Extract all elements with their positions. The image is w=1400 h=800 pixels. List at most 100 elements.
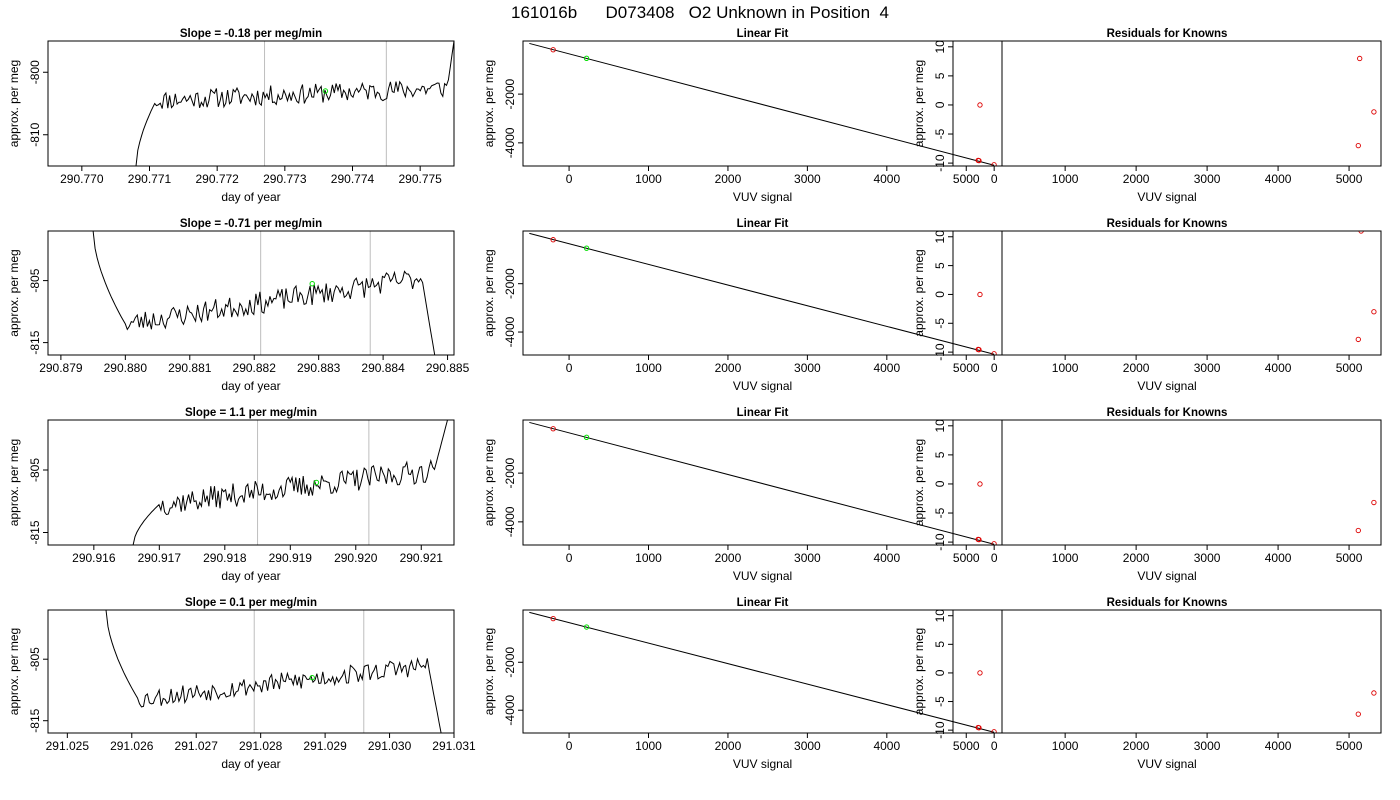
x-tick-label: 1000 (1052, 361, 1079, 375)
known-point (976, 536, 982, 543)
x-tick-label: 3000 (794, 172, 821, 186)
y-axis-label: approx. per meg (912, 439, 926, 526)
y-tick-label: 10 (933, 40, 947, 54)
unknown-point (583, 55, 590, 62)
known-point (550, 47, 556, 53)
x-tick-label: 0 (991, 172, 998, 186)
chart-title: Residuals for Knowns (1107, 597, 1228, 609)
plot-area (977, 231, 1377, 343)
x-tick-label: 290.775 (398, 172, 442, 186)
x-tick-label: 4000 (1265, 739, 1292, 753)
x-tick-label: 2000 (1123, 172, 1150, 186)
fit-line (529, 42, 995, 166)
chart-title: Slope = -0.71 per meg/min (180, 218, 322, 230)
chart-title: Slope = 0.1 per meg/min (185, 597, 317, 609)
y-axis-label: approx. per meg (482, 60, 496, 147)
x-tick-label: 290.883 (297, 361, 341, 375)
axes-frame (47, 419, 455, 546)
axes-frame (952, 609, 1382, 734)
axes-frame (47, 230, 455, 356)
x-tick-label: 2000 (715, 172, 742, 186)
chart-panel: 290.770 290.771 290.772 290.773 290.774 290.7… (7, 28, 455, 204)
x-tick-label: 290.770 (60, 172, 104, 186)
y-tick-label: -2000 (503, 268, 517, 299)
x-tick-label: 2000 (1123, 739, 1150, 753)
y-tick-label: -805 (28, 268, 42, 292)
y-tick-label: -5 (933, 128, 947, 139)
y-tick-label: -805 (28, 458, 42, 482)
plot-area (105, 610, 442, 733)
y-tick-label: 5 (933, 262, 947, 269)
x-tick-label: 1000 (1052, 551, 1079, 565)
axes-frame (522, 40, 1003, 167)
x-axis-label: VUV signal (1137, 569, 1196, 583)
x-tick-label: 0 (991, 739, 998, 753)
y-tick-label: 5 (933, 72, 947, 79)
y-tick-label: 0 (933, 101, 947, 108)
unknown-point (583, 245, 590, 251)
y-tick-label: -5 (933, 318, 947, 329)
x-tick-label: 5000 (1336, 551, 1363, 565)
x-tick-label: 290.880 (104, 361, 148, 375)
y-tick-label: 5 (933, 641, 947, 648)
y-tick-label: -815 (28, 708, 42, 732)
axes-frame (47, 609, 455, 734)
x-tick-label: 5000 (1336, 361, 1363, 375)
x-tick-label: 0 (991, 361, 998, 375)
y-tick-label: 10 (933, 609, 947, 623)
x-axis-label: day of year (221, 190, 280, 204)
x-tick-label: 2000 (1123, 551, 1150, 565)
series-line (135, 41, 454, 166)
known-point (550, 615, 556, 622)
known-point (977, 481, 983, 487)
x-tick-label: 1000 (635, 361, 662, 375)
x-tick-label: 4000 (873, 172, 900, 186)
known-point (1371, 690, 1377, 696)
y-axis-label: approx. per meg (482, 628, 496, 715)
plot-area (529, 611, 997, 733)
y-tick-label: -10 (933, 154, 947, 172)
x-tick-label: 290.921 (400, 551, 444, 565)
x-tick-label: 0 (566, 361, 573, 375)
y-tick-label: 5 (933, 451, 947, 458)
axes-frame (952, 230, 1382, 356)
y-tick-label: -5 (933, 696, 947, 707)
series-line (105, 610, 442, 733)
unknown-point (322, 88, 329, 94)
x-tick-label: 5000 (1336, 172, 1363, 186)
x-tick-label: 291.026 (110, 739, 154, 753)
x-tick-label: 290.773 (263, 172, 307, 186)
x-tick-label: 3000 (1194, 172, 1221, 186)
plot-area (529, 421, 997, 545)
x-tick-label: 4000 (873, 739, 900, 753)
x-tick-label: 4000 (1265, 172, 1292, 186)
x-tick-label: 5000 (953, 361, 980, 375)
x-tick-label: 291.027 (175, 739, 219, 753)
plot-area (977, 481, 1377, 534)
x-tick-label: 0 (566, 551, 573, 565)
x-tick-label: 290.884 (361, 361, 405, 375)
y-axis-label: approx. per meg (482, 439, 496, 526)
chart-title: Slope = -0.18 per meg/min (180, 28, 322, 40)
x-tick-label: 1000 (635, 551, 662, 565)
plot-area (977, 55, 1377, 149)
x-tick-label: 290.774 (331, 172, 375, 186)
chart-title: Slope = 1.1 per meg/min (185, 407, 317, 419)
y-tick-label: -10 (933, 721, 947, 739)
y-tick-label: -4000 (503, 127, 517, 158)
x-axis-label: VUV signal (1137, 757, 1196, 771)
unknown-point (309, 674, 315, 681)
known-point (977, 291, 983, 298)
x-tick-label: 4000 (873, 361, 900, 375)
x-axis-label: VUV signal (733, 190, 792, 204)
x-tick-label: 5000 (953, 172, 980, 186)
x-tick-label: 3000 (1194, 551, 1221, 565)
y-axis-label: approx. per meg (7, 60, 21, 147)
chart-panel: 290.916 290.917 290.918 290.919 290.920 290.9… (7, 407, 455, 583)
x-tick-label: 3000 (794, 739, 821, 753)
y-axis-label: approx. per meg (912, 628, 926, 715)
x-tick-label: 290.882 (233, 361, 277, 375)
x-tick-label: 2000 (715, 361, 742, 375)
